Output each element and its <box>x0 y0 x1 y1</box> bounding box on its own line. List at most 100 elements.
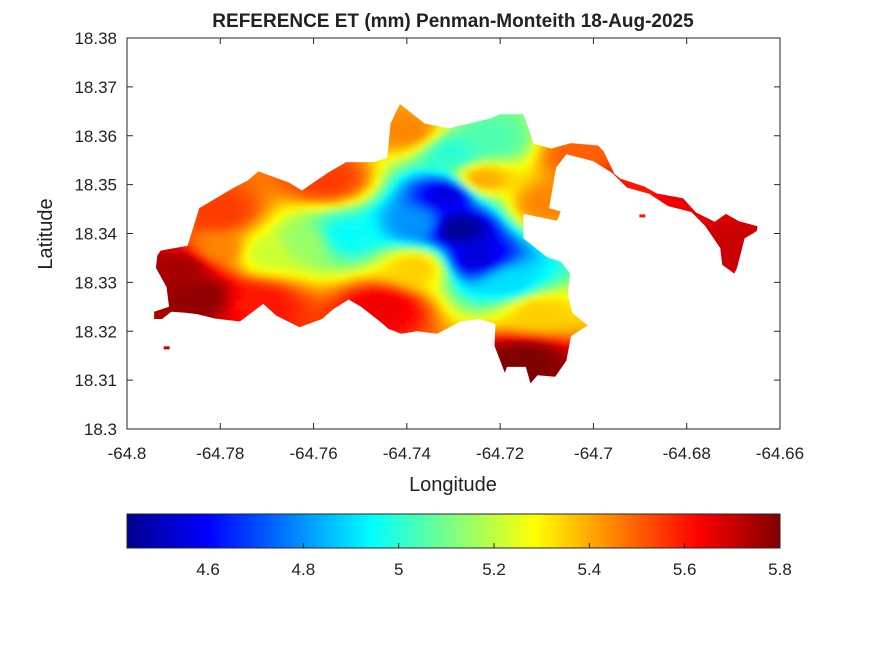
et-field-cell <box>315 185 321 191</box>
et-field-cell <box>480 245 486 251</box>
et-field-cell <box>505 165 511 171</box>
et-field-cell <box>305 190 311 196</box>
et-field-cell <box>455 235 461 241</box>
et-field-cell <box>525 240 531 246</box>
et-field-cell <box>385 260 391 266</box>
et-field-cell <box>455 155 461 161</box>
et-field-cell <box>515 265 521 271</box>
et-field-cell <box>435 250 441 256</box>
et-field-cell <box>325 225 331 231</box>
et-field-cell <box>495 185 501 191</box>
et-field-cell <box>700 220 706 226</box>
et-field-cell <box>365 200 371 206</box>
et-field-cell <box>250 210 256 216</box>
et-field-cell <box>280 260 286 266</box>
et-field-cell <box>460 200 466 206</box>
et-field-cell <box>405 175 411 181</box>
et-field-cell <box>410 210 416 216</box>
et-field-cell <box>505 170 511 176</box>
et-field-cell <box>500 140 506 146</box>
et-field-cell <box>390 265 396 271</box>
et-field-cell <box>465 175 471 181</box>
et-field-cell <box>495 150 501 156</box>
et-field-cell <box>450 210 456 216</box>
et-field-cell <box>365 170 371 176</box>
et-field-cell <box>450 230 456 236</box>
et-field-cell <box>375 225 381 231</box>
et-field-cell <box>490 155 496 161</box>
et-field-cell <box>455 240 461 246</box>
et-field-cell <box>325 175 331 181</box>
et-field-cell <box>435 200 441 206</box>
et-field-cell <box>530 170 536 176</box>
et-field-cell <box>500 185 506 191</box>
et-field-cell <box>470 220 476 226</box>
et-field-cell <box>160 265 166 271</box>
et-field-cell <box>435 165 441 171</box>
et-field-cell <box>320 205 326 211</box>
et-field-cell <box>540 210 546 216</box>
et-field-cell <box>330 260 336 266</box>
et-field-cell <box>255 245 261 251</box>
et-field-cell <box>395 255 401 261</box>
et-field-cell <box>300 235 306 241</box>
et-field-cell <box>445 250 451 256</box>
et-field-cell <box>435 215 441 221</box>
et-field-cell <box>390 250 396 256</box>
et-field-cell <box>455 165 461 171</box>
et-field-cell <box>195 230 201 236</box>
et-field-cell <box>400 230 406 236</box>
et-field-cell <box>295 255 301 261</box>
et-field-cell <box>460 245 466 251</box>
et-field-cell <box>440 150 446 156</box>
et-field-cell <box>330 205 336 211</box>
et-field-cell <box>325 215 331 221</box>
et-field-cell <box>435 135 441 141</box>
et-field-cell <box>270 250 276 256</box>
et-field-cell <box>470 240 476 246</box>
et-field-cell <box>520 220 526 226</box>
et-field-cell <box>535 155 541 161</box>
et-field-cell <box>475 260 481 266</box>
et-field-cell <box>390 125 396 131</box>
et-field-cell <box>490 160 496 166</box>
et-field-cell <box>700 215 706 221</box>
et-field-cell <box>290 230 296 236</box>
et-field-cell <box>200 210 206 216</box>
et-field-cell <box>450 180 456 186</box>
et-field-cell <box>155 260 161 266</box>
et-field-cell <box>355 185 361 191</box>
et-field-cell <box>500 155 506 161</box>
et-field-cell <box>265 255 271 261</box>
et-field-cell <box>430 170 436 176</box>
et-field-cell <box>155 255 161 261</box>
et-field-cell <box>300 240 306 246</box>
et-field-cell <box>305 265 311 271</box>
et-field-cell <box>725 235 731 241</box>
et-field-cell <box>450 225 456 231</box>
et-field-cell <box>340 225 346 231</box>
et-field-cell <box>350 190 356 196</box>
et-field-cell <box>475 220 481 226</box>
et-field-cell <box>440 250 446 256</box>
et-field-cell <box>715 225 721 231</box>
et-field-cell <box>260 260 266 266</box>
et-field-cell <box>735 260 741 266</box>
et-field-cell <box>325 265 331 271</box>
et-field-cell <box>435 140 441 146</box>
et-field-cell <box>245 180 251 186</box>
et-field-cell <box>520 225 526 231</box>
et-field-cell <box>465 235 471 241</box>
et-field-cell <box>375 195 381 201</box>
et-field-cell <box>495 235 501 241</box>
et-field-cell <box>585 150 591 156</box>
et-field-cell <box>360 175 366 181</box>
et-field-cell <box>445 165 451 171</box>
et-field-cell <box>540 195 546 201</box>
et-field-cell <box>475 200 481 206</box>
et-field-cell <box>405 235 411 241</box>
et-field-cell <box>240 220 246 226</box>
et-field-cell <box>470 205 476 211</box>
et-field-cell <box>440 230 446 236</box>
et-field-cell <box>235 230 241 236</box>
